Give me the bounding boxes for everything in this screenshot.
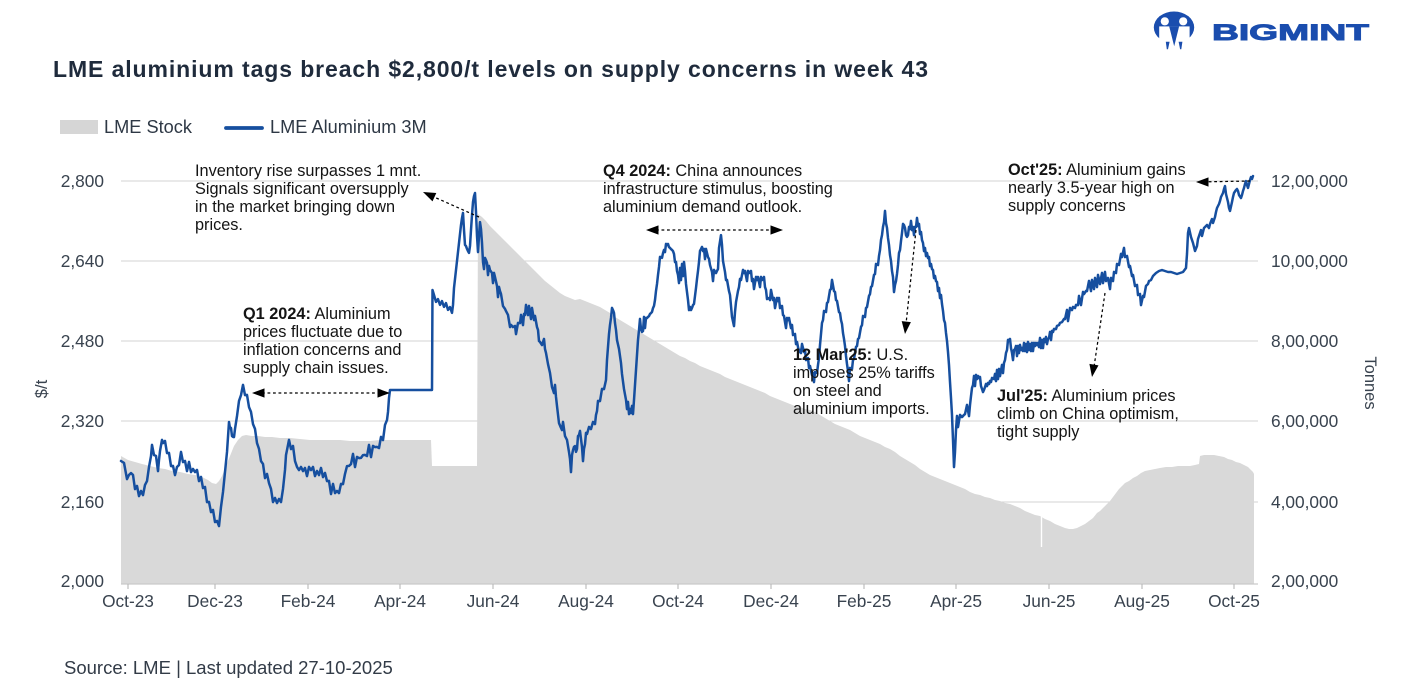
svg-text:inflation concerns and: inflation concerns and (243, 341, 401, 359)
svg-text:climb on China optimism,: climb on China optimism, (997, 405, 1179, 423)
svg-text:$/t: $/t (33, 379, 51, 398)
svg-text:LME Aluminium 3M: LME Aluminium 3M (270, 117, 427, 137)
svg-text:prices.: prices. (195, 216, 243, 234)
svg-text:Jun-24: Jun-24 (467, 591, 520, 611)
svg-text:Source: LME | Last updated 27-: Source: LME | Last updated 27-10-2025 (64, 657, 393, 678)
svg-text:Apr-25: Apr-25 (930, 591, 982, 611)
svg-text:aluminium imports.: aluminium imports. (793, 400, 930, 418)
svg-text:8,00,000: 8,00,000 (1271, 331, 1338, 351)
svg-text:2,000: 2,000 (61, 571, 104, 591)
svg-text:supply chain issues.: supply chain issues. (243, 359, 389, 377)
svg-text:2,320: 2,320 (61, 411, 104, 431)
svg-text:10,00,000: 10,00,000 (1271, 251, 1348, 271)
svg-text:2,480: 2,480 (61, 331, 104, 351)
svg-text:supply concerns: supply concerns (1008, 197, 1126, 215)
svg-text:Q4 2024: China announces: Q4 2024: China announces (603, 162, 802, 180)
svg-text:Aug-24: Aug-24 (558, 591, 614, 611)
svg-text:2,00,000: 2,00,000 (1271, 571, 1338, 591)
svg-text:in the market bringing down: in the market bringing down (195, 198, 395, 216)
svg-text:12,00,000: 12,00,000 (1271, 171, 1348, 191)
svg-text:Feb-25: Feb-25 (837, 591, 892, 611)
svg-text:Jul'25: Aluminium prices: Jul'25: Aluminium prices (997, 387, 1176, 405)
svg-text:imposes 25% tariffs: imposes 25% tariffs (793, 364, 935, 382)
svg-text:infrastructure stimulus, boost: infrastructure stimulus, boosting (603, 180, 833, 198)
svg-text:nearly 3.5-year high on: nearly 3.5-year high on (1008, 179, 1175, 197)
svg-text:Inventory rise surpasses 1 mnt: Inventory rise surpasses 1 mnt. (195, 162, 421, 180)
svg-text:2,160: 2,160 (61, 492, 104, 512)
svg-text:Oct-24: Oct-24 (652, 591, 704, 611)
svg-text:Signals significant oversupply: Signals significant oversupply (195, 180, 409, 198)
svg-text:6,00,000: 6,00,000 (1271, 411, 1338, 431)
svg-text:aluminium demand outlook.: aluminium demand outlook. (603, 198, 802, 216)
svg-text:2,640: 2,640 (61, 251, 104, 271)
svg-text:prices fluctuate due to: prices fluctuate due to (243, 323, 402, 341)
svg-text:Oct-25: Oct-25 (1208, 591, 1260, 611)
svg-text:2,800: 2,800 (61, 171, 104, 191)
svg-text:LME aluminium tags breach $2,8: LME aluminium tags breach $2,800/t level… (53, 56, 928, 82)
svg-text:4,00,000: 4,00,000 (1271, 492, 1338, 512)
svg-text:Dec-24: Dec-24 (743, 591, 799, 611)
svg-text:Aug-25: Aug-25 (1114, 591, 1170, 611)
svg-text:on steel and: on steel and (793, 382, 882, 400)
svg-text:12 Mar'25: U.S.: 12 Mar'25: U.S. (793, 346, 908, 364)
svg-text:Tonnes: Tonnes (1361, 356, 1379, 409)
svg-text:BIGMINT: BIGMINT (1212, 20, 1370, 45)
svg-text:Oct'25: Aluminium gains: Oct'25: Aluminium gains (1008, 161, 1186, 179)
svg-text:Q1 2024: Aluminium: Q1 2024: Aluminium (243, 305, 391, 323)
svg-text:Dec-23: Dec-23 (187, 591, 243, 611)
svg-text:Feb-24: Feb-24 (281, 591, 336, 611)
svg-text:Jun-25: Jun-25 (1023, 591, 1076, 611)
svg-text:tight supply: tight supply (997, 423, 1080, 441)
svg-text:Apr-24: Apr-24 (374, 591, 426, 611)
svg-text:Oct-23: Oct-23 (102, 591, 154, 611)
svg-text:LME Stock: LME Stock (104, 117, 193, 137)
